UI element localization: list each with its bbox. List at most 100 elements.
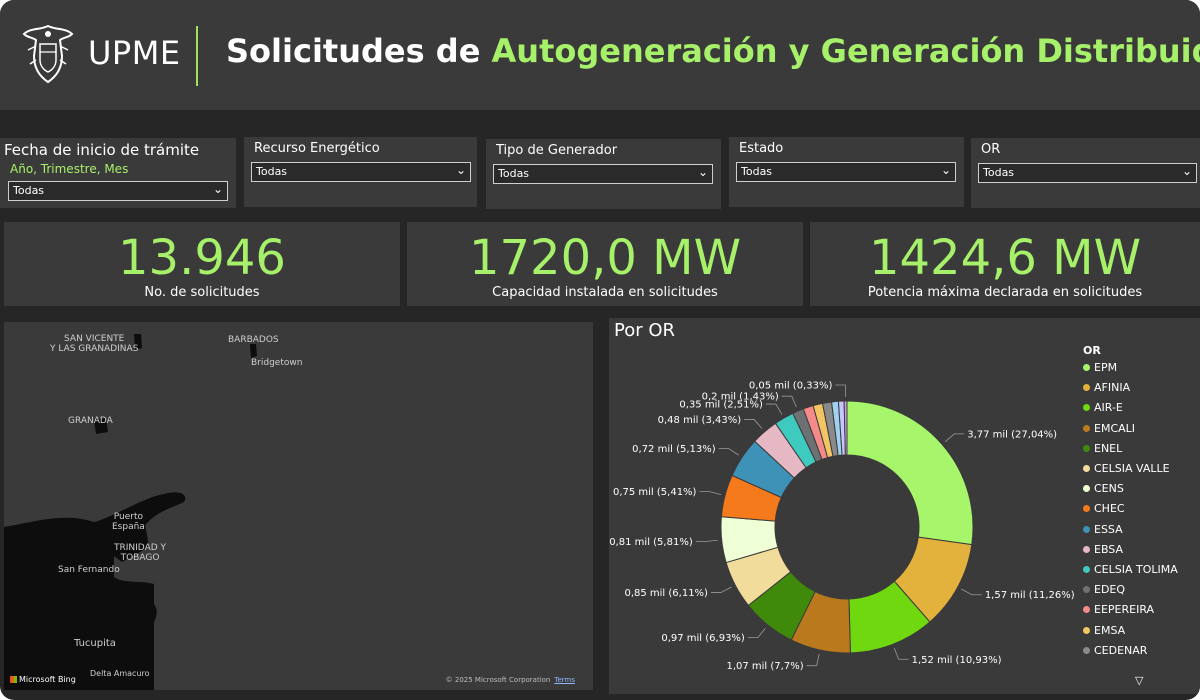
legend-item-eepereira[interactable]: EEPEREIRA (1083, 603, 1154, 616)
legend-label: CELSIA TOLIMA (1094, 563, 1178, 576)
legend-swatch-icon (1083, 444, 1090, 452)
slice-leader-line (835, 384, 846, 398)
legend-swatch-icon (1083, 606, 1090, 614)
kpi-potencia-value: 1424,6 MW (868, 230, 1142, 286)
slice-leader-line (718, 448, 739, 456)
kpi-potencia: 1424,6 MW Potencia máxima declarada en s… (810, 222, 1200, 306)
slice-data-label: 0,48 mil (3,43%) (658, 415, 742, 426)
filter-fecha: Fecha de inicio de trámite Año, Trimestr… (0, 138, 236, 208)
legend-item-epm[interactable]: EPM (1083, 361, 1117, 374)
kpi-solicitudes: 13.946 No. de solicitudes (4, 222, 400, 306)
legend-label: CELSIA VALLE (1094, 462, 1170, 475)
legend-label: AFINIA (1094, 381, 1131, 395)
map-visual[interactable]: SAN VICENTE Y LAS GRANADINAS BARBADOS Bri… (4, 322, 593, 690)
slice-data-label: 1,57 mil (11,26%) (985, 590, 1075, 601)
slice-leader-line (747, 627, 766, 638)
filter-recurso-select[interactable]: Todas ⌄ (251, 162, 471, 182)
map-copyright-text: © 2025 Microsoft Corporation (445, 676, 551, 684)
legend-swatch-icon (1083, 424, 1090, 432)
legend-label: EPM (1094, 361, 1118, 374)
filter-or-label: OR (981, 142, 1001, 157)
coat-of-arms-logo (22, 24, 74, 84)
legend-label: AIR-E (1094, 401, 1123, 415)
map-label-puerto-espana: Puerto España (112, 512, 145, 532)
or-panel-title: Por OR (614, 320, 676, 341)
header-divider (196, 26, 198, 86)
legend-label: EBSA (1094, 542, 1124, 556)
legend-item-cens[interactable]: CENS (1083, 482, 1124, 495)
legend-label: EMCALI (1094, 421, 1136, 435)
filter-estado-select[interactable]: Todas ⌄ (736, 162, 956, 182)
slice-data-label: 1,07 mil (7,7%) (726, 661, 803, 672)
filter-or: OR Todas ⌄ (971, 138, 1200, 208)
legend-item-essa[interactable]: ESSA (1083, 523, 1123, 536)
chevron-down-icon: ⌄ (940, 163, 951, 177)
legend-swatch-icon (1083, 626, 1090, 634)
slice-leader-line (781, 395, 797, 408)
title-accent: Autogeneración y Generación Distribuida (491, 32, 1200, 70)
legend-item-emsa[interactable]: EMSA (1083, 624, 1125, 637)
map-label-barbados: BARBADOS (228, 335, 279, 345)
filter-tipo-select[interactable]: Todas ⌄ (493, 164, 713, 184)
filter-estado: Estado Todas ⌄ (729, 137, 964, 207)
legend-label: EEPEREIRA (1094, 603, 1155, 617)
slice-data-label: 0,97 mil (6,93%) (661, 633, 745, 644)
legend-item-edeq[interactable]: EDEQ (1083, 583, 1125, 596)
or-panel: Por OR 3,77 mil (27,04%) 1,57 mil (11,26%… (609, 318, 1200, 694)
slice-leader-line (744, 419, 763, 429)
slice-data-label: 0,85 mil (6,11%) (624, 588, 708, 599)
slice-leader-line (710, 586, 732, 593)
filter-tipo-label: Tipo de Generador (496, 143, 618, 158)
legend-item-air-e[interactable]: AIR-E (1083, 401, 1123, 414)
page-title: Solicitudes de Autogeneración y Generaci… (226, 32, 1200, 70)
slice-leader-line (806, 653, 820, 667)
kpi-capacidad: 1720,0 MW Capacidad instalada en solicit… (407, 222, 803, 306)
legend-item-celsia-tolima[interactable]: CELSIA TOLIMA (1083, 563, 1178, 576)
donut-slice-17[interactable] (843, 400, 848, 456)
legend-item-cedenar[interactable]: CEDENAR (1083, 644, 1147, 657)
map-label-san-fernando: San Fernando (58, 565, 120, 575)
legend-item-ebsa[interactable]: EBSA (1083, 543, 1123, 556)
kpi-capacidad-caption: Capacidad instalada en solicitudes (492, 285, 718, 300)
filter-or-select[interactable]: Todas ⌄ (978, 163, 1197, 183)
donut-slice-epm[interactable] (846, 400, 974, 546)
slice-leader-line (961, 588, 982, 596)
filter-fecha-sublabel: Año, Trimestre, Mes (10, 162, 129, 176)
legend-item-celsia-valle[interactable]: CELSIA VALLE (1083, 462, 1170, 475)
legend-swatch-icon (1083, 384, 1090, 392)
filter-or-value: Todas (983, 166, 1015, 179)
legend-scroll-down-icon[interactable]: ▽ (1135, 674, 1144, 687)
filter-recurso-value: Todas (256, 165, 288, 178)
legend-swatch-icon (1083, 545, 1090, 553)
map-label-granada: GRANADA (68, 416, 113, 426)
legend-swatch-icon (1083, 505, 1090, 513)
legend-item-enel[interactable]: ENEL (1083, 442, 1122, 455)
kpi-solicitudes-value: 13.946 (118, 230, 286, 286)
slice-data-label: 0,35 mil (2,51%) (679, 400, 763, 411)
legend-label: ENEL (1094, 441, 1123, 455)
slice-data-label: 3,77 mil (27,04%) (967, 429, 1057, 440)
filter-fecha-label: Fecha de inicio de trámite (4, 141, 200, 159)
title-prefix: Solicitudes de (226, 32, 492, 70)
legend-swatch-icon (1083, 566, 1090, 573)
legend-item-chec[interactable]: CHEC (1083, 502, 1125, 515)
map-terms-link[interactable]: Terms (554, 676, 575, 684)
legend-swatch-icon (1083, 646, 1090, 654)
kpi-solicitudes-caption: No. de solicitudes (144, 285, 260, 300)
filter-fecha-value: Todas (13, 184, 45, 197)
filter-fecha-select[interactable]: Todas ⌄ (8, 181, 228, 201)
legend-swatch-icon (1083, 485, 1090, 493)
map-provider: Microsoft Bing (19, 675, 76, 684)
slice-leader-line (893, 647, 909, 660)
legend-label: EMSA (1094, 623, 1126, 637)
legend-item-afinia[interactable]: AFINIA (1083, 381, 1130, 394)
slice-data-label: 0,05 mil (0,33%) (749, 381, 833, 392)
chevron-down-icon: ⌄ (697, 165, 708, 179)
legend-swatch-icon (1083, 465, 1090, 472)
map-copyright: © 2025 Microsoft Corporation Terms (446, 676, 575, 684)
windows-logo-icon (10, 676, 17, 683)
donut-chart[interactable]: 3,77 mil (27,04%) 1,57 mil (11,26%) 1,52 m… (609, 318, 1079, 694)
legend-item-emcali[interactable]: EMCALI (1083, 422, 1135, 435)
filter-recurso-label: Recurso Energético (254, 141, 380, 156)
